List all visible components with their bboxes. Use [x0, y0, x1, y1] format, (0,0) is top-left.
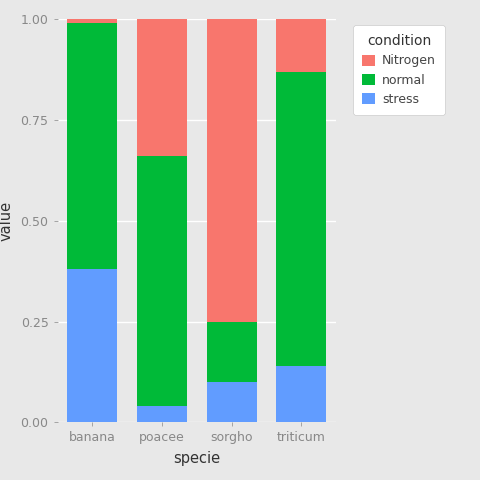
- X-axis label: specie: specie: [173, 451, 220, 467]
- Bar: [276, 72, 326, 366]
- Bar: [276, 366, 326, 422]
- Bar: [137, 19, 187, 156]
- Bar: [137, 406, 187, 422]
- Bar: [67, 19, 118, 23]
- Bar: [67, 269, 118, 422]
- Bar: [67, 23, 118, 269]
- Bar: [137, 156, 187, 406]
- Bar: [206, 382, 257, 422]
- Legend: Nitrogen, normal, stress: Nitrogen, normal, stress: [353, 25, 445, 115]
- Bar: [276, 19, 326, 72]
- Y-axis label: value: value: [0, 201, 13, 241]
- Bar: [206, 19, 257, 322]
- Bar: [206, 322, 257, 382]
